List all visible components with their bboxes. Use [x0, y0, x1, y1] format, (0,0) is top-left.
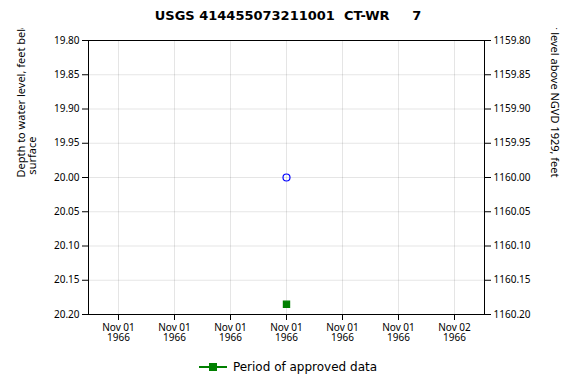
- svg-text:Nov 021966: Nov 021966: [438, 320, 471, 344]
- html-text:USGS 414455073211001 CT-WR 7: USGS 414455073211001 CT-WR 7: [154, 8, 422, 23]
- svg-text:19.90: 19.90: [54, 101, 80, 115]
- svg-text:Nov 011966: Nov 011966: [270, 320, 303, 344]
- svg-text:Groundwater level above NGVD 1: Groundwater level above NGVD 1929, feet: [548, 28, 563, 178]
- svg-text:20.20: 20.20: [54, 307, 80, 321]
- svg-text:1160.15: 1160.15: [494, 272, 531, 286]
- svg-text:1159.95: 1159.95: [494, 135, 531, 149]
- svg-text:19.95: 19.95: [54, 135, 80, 149]
- svg-text:20.05: 20.05: [54, 204, 80, 218]
- svg-text:1160.00: 1160.00: [494, 170, 531, 184]
- svg-text:Nov 011966: Nov 011966: [158, 320, 191, 344]
- svg-text:Nov 011966: Nov 011966: [214, 320, 247, 344]
- svg-text:Nov 011966: Nov 011966: [102, 320, 135, 344]
- svg-text:19.85: 19.85: [54, 67, 80, 81]
- svg-text:19.80: 19.80: [54, 33, 80, 47]
- svg-text:20.10: 20.10: [54, 238, 80, 252]
- svg-text:Nov 011966: Nov 011966: [326, 320, 359, 344]
- svg-text:1159.90: 1159.90: [494, 101, 531, 115]
- svg-text:1160.20: 1160.20: [494, 307, 531, 321]
- svg-text:Depth to water level, feet bel: Depth to water level, feet below land su…: [13, 28, 39, 178]
- svg-text:20.15: 20.15: [54, 272, 80, 286]
- html-text:Period of approved data: Period of approved data: [232, 360, 378, 374]
- svg-text:1159.85: 1159.85: [494, 67, 531, 81]
- svg-text:1160.05: 1160.05: [494, 204, 531, 218]
- svg-text:1159.80: 1159.80: [494, 33, 531, 47]
- svg-text:Nov 011966: Nov 011966: [382, 320, 415, 344]
- svg-text:1160.10: 1160.10: [494, 238, 531, 252]
- svg-text:20.00: 20.00: [54, 170, 80, 184]
